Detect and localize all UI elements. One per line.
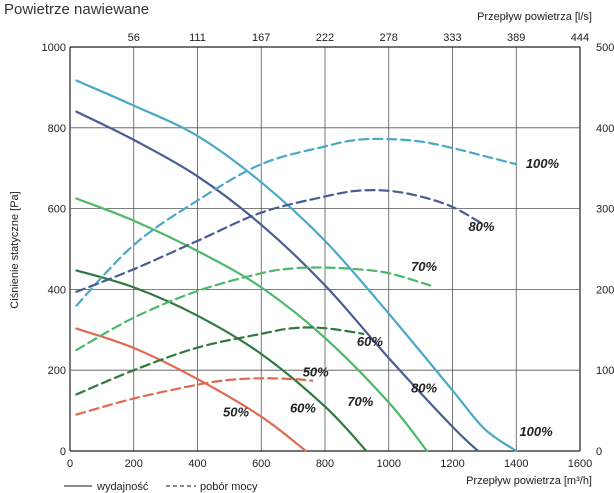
y-tick-label: 0 [60,446,66,458]
y2-tick-label: 200 [596,284,614,296]
y-tick-label: 200 [48,365,66,377]
x2-tick-label: 389 [507,32,525,44]
x-tick-label: 1400 [504,458,528,470]
grid [69,46,581,452]
series-labels: 100% 80% 70% 60% 50% 100% 80% 70% 60% 50% [223,156,560,439]
series-line-dashed-100pct [75,137,518,307]
legend-solid-text: wydajność [96,481,149,493]
series-label: 80% [411,380,437,395]
series-label: 60% [357,334,383,349]
x-tick-label: 200 [125,458,143,470]
x-tick-label: 1000 [377,458,401,470]
x-tick-label: 1200 [440,458,464,470]
tick-labels: 0 200 400 600 800 1000 1200 1400 160002004006008… [42,32,614,470]
x2-tick-label: 278 [380,32,398,44]
y2-tick-label: 0 [596,446,602,458]
series-label: 50% [223,405,249,420]
series-label: 70% [411,259,437,274]
series-label: 60% [290,401,316,416]
x-axis-label: Przepływ powietrza [m³/h] [466,475,592,487]
series-label: 80% [468,219,494,234]
x2-tick-label: 444 [571,32,589,44]
x2-tick-label: 111 [189,32,206,44]
series-line-dashed-60pct [75,326,365,396]
x-tick-label: 600 [252,458,270,470]
series-label: 100% [526,156,560,171]
series-label: 100% [519,424,553,439]
y-tick-label: 800 [48,123,66,135]
series-line-dashed-80pct [75,189,483,293]
x2-tick-label: 222 [316,32,334,44]
x-tick-label: 800 [316,458,334,470]
series-line-dashed-50pct [75,377,314,416]
series-line-solid-80pct [75,110,480,453]
series-line-dashed-70pct [75,266,432,352]
y-tick-label: 600 [48,204,66,216]
y-axis-label: Ciśnienie statyczne [Pa] [9,191,21,308]
series-line-solid-60pct [75,269,368,453]
series-line-solid-50pct [75,327,307,453]
x-tick-label: 400 [188,458,206,470]
x-tick-label: 0 [67,458,73,470]
top-axis-label: Przepływ powietrza [l/s] [477,11,592,23]
y-tick-label: 400 [48,284,66,296]
series-group [75,79,518,453]
legend: wydajność pobór mocy [64,481,258,493]
x2-tick-label: 56 [128,32,140,44]
series-label: 50% [303,364,329,379]
x2-tick-label: 167 [252,32,270,44]
y2-tick-label: 400 [596,123,614,135]
series-line-solid-70pct [75,197,429,453]
y2-tick-label: 500 [596,42,614,54]
legend-dashed-text: pobór mocy [200,481,258,493]
x2-tick-label: 333 [443,32,461,44]
series-label: 70% [347,394,373,409]
series-line-solid-100pct [75,79,518,453]
y2-tick-label: 300 [596,204,614,216]
y2-tick-label: 100 [596,365,614,377]
chart-title: Powietrze nawiewane [4,1,149,18]
y-tick-label: 1000 [42,42,66,54]
x-tick-label: 1600 [568,458,592,470]
